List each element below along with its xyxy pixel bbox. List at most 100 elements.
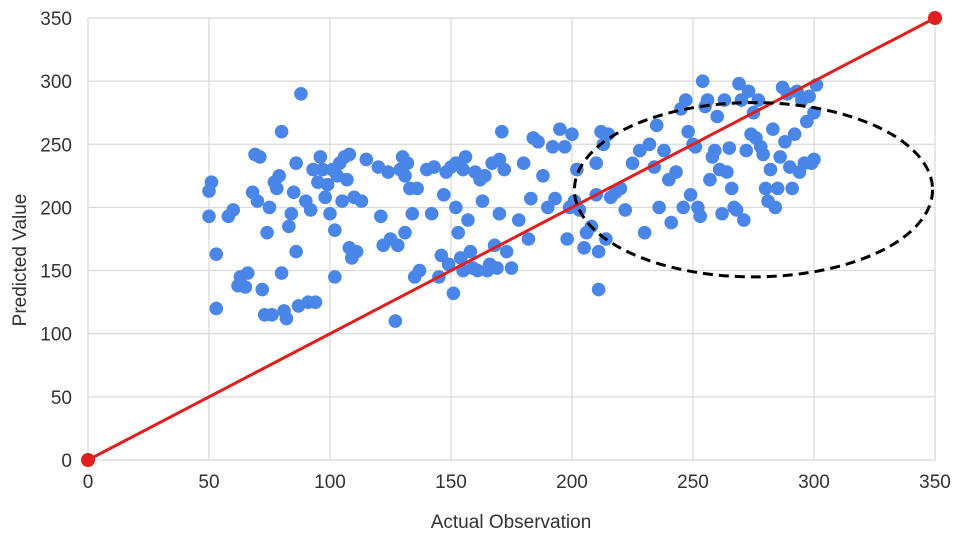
data-point [204, 175, 219, 189]
data-point [328, 270, 342, 284]
x-tick-label: 350 [919, 472, 951, 493]
data-point [490, 261, 504, 275]
data-point [398, 225, 412, 240]
data-point [720, 165, 734, 179]
data-point [284, 206, 299, 221]
data-point [349, 244, 364, 259]
data-point [470, 263, 485, 278]
data-point [289, 156, 303, 171]
data-point [286, 185, 301, 200]
data-point [642, 137, 657, 152]
data-point [398, 169, 412, 183]
data-point [495, 124, 509, 139]
x-axis-title: Actual Observation [431, 512, 592, 533]
data-point [374, 209, 388, 224]
data-point [739, 143, 754, 158]
y-tick-labels: 0 50 100 150 200 250 300 350 [40, 9, 72, 472]
data-point [652, 200, 666, 215]
data-point [410, 181, 424, 196]
x-tick-label: 250 [677, 472, 709, 493]
data-point [596, 137, 611, 152]
x-tick-labels: 0 50 100 150 200 250 300 350 [83, 472, 951, 493]
data-point [768, 200, 783, 215]
data-point [272, 169, 286, 183]
data-point [536, 169, 550, 183]
data-point [741, 84, 756, 99]
data-point [202, 209, 216, 224]
data-point [499, 244, 514, 259]
data-point [451, 225, 466, 240]
data-point [545, 140, 560, 154]
data-point [732, 76, 746, 91]
data-point [359, 152, 374, 167]
data-point [637, 225, 652, 240]
data-point [463, 244, 478, 259]
data-point [693, 209, 708, 224]
data-point [478, 169, 492, 183]
y-tick-label: 200 [40, 198, 72, 219]
y-tick-label: 100 [40, 325, 72, 346]
data-point [492, 206, 507, 221]
data-point [766, 122, 780, 136]
data-point [577, 241, 591, 255]
data-point [226, 203, 240, 217]
data-point [722, 141, 737, 155]
data-point [504, 261, 519, 275]
data-point [308, 295, 323, 309]
data-point [785, 181, 800, 196]
data-point [262, 200, 277, 215]
data-point [335, 194, 349, 208]
data-point [695, 74, 710, 88]
data-point [497, 162, 512, 177]
data-point [516, 156, 531, 171]
data-point [492, 152, 507, 167]
data-point [703, 172, 717, 187]
data-point [625, 156, 640, 171]
data-point [274, 124, 289, 139]
data-point [758, 181, 773, 196]
reference-line-end-marker [928, 11, 942, 25]
data-point [531, 134, 545, 149]
data-point [700, 93, 715, 107]
data-point [787, 127, 802, 141]
data-point [802, 89, 816, 104]
data-point [778, 134, 792, 149]
data-point [707, 143, 722, 158]
highlight-ellipse [572, 101, 935, 279]
data-point [323, 206, 337, 221]
data-point [591, 244, 606, 259]
data-point [458, 150, 473, 164]
data-point [446, 286, 461, 301]
data-point [354, 194, 369, 208]
data-point [313, 150, 328, 164]
data-point [340, 172, 354, 187]
data-point [591, 282, 606, 297]
data-point [763, 162, 778, 177]
data-point [436, 188, 451, 202]
reference-line-start-marker [81, 453, 95, 467]
data-point [589, 156, 603, 171]
data-point [238, 280, 253, 294]
data-point [773, 150, 787, 164]
data-point [306, 162, 320, 177]
data-point [618, 203, 633, 217]
data-point [678, 93, 693, 107]
y-tick-label: 350 [40, 9, 72, 30]
data-point [560, 232, 574, 246]
data-point [424, 206, 439, 221]
data-point [715, 206, 729, 221]
x-tick-label: 100 [314, 472, 346, 493]
data-point [756, 147, 770, 162]
data-point [511, 213, 526, 227]
data-point [412, 263, 427, 278]
x-tick-label: 50 [198, 472, 219, 493]
data-point [342, 147, 357, 162]
data-point [557, 140, 572, 154]
data-point [683, 188, 698, 202]
data-point [209, 247, 224, 261]
data-point [449, 200, 463, 215]
data-point [657, 143, 671, 158]
data-point [250, 194, 265, 208]
data-point [521, 232, 536, 246]
